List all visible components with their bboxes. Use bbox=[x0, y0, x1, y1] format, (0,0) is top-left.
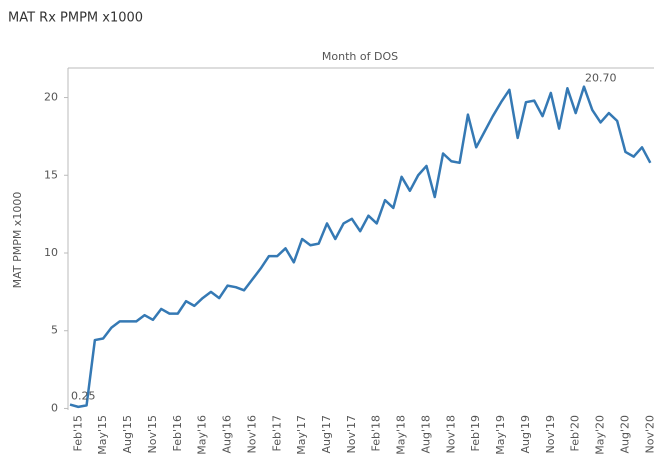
x-tick-label: Aug'15 bbox=[121, 415, 134, 454]
chart-title: MAT Rx PMPM x1000 bbox=[8, 11, 143, 26]
x-tick-label: Nov'18 bbox=[444, 415, 457, 454]
y-axis-title: MAT PMPM x1000 bbox=[11, 192, 24, 289]
x-tick-label: Nov'19 bbox=[544, 415, 557, 454]
x-tick-label: Feb'18 bbox=[370, 415, 383, 452]
x-tick-label: May'15 bbox=[96, 415, 109, 455]
x-tick-label: May'20 bbox=[594, 415, 607, 455]
x-axis-title: Month of DOS bbox=[322, 50, 398, 63]
x-tick-label: Feb'15 bbox=[71, 415, 84, 452]
x-tick-label: Feb'19 bbox=[469, 415, 482, 452]
x-tick-label: Feb'17 bbox=[270, 415, 283, 452]
y-tick-label: 15 bbox=[44, 168, 58, 181]
x-tick-label: May'17 bbox=[295, 415, 308, 455]
y-tick-label: 0 bbox=[51, 401, 58, 414]
x-tick-label: Feb'16 bbox=[171, 415, 184, 452]
x-tick-label: Nov'20 bbox=[643, 415, 654, 454]
x-tick-label: Aug'16 bbox=[221, 415, 234, 454]
data-line bbox=[69, 85, 652, 409]
x-tick-label: Feb'20 bbox=[569, 415, 582, 452]
x-tick-label: Aug'17 bbox=[320, 415, 333, 454]
x-tick-label: Nov'15 bbox=[146, 415, 159, 454]
y-tick-label: 5 bbox=[51, 324, 58, 337]
x-tick-label: Nov'16 bbox=[245, 415, 258, 454]
y-tick-label: 20 bbox=[44, 91, 58, 104]
x-tick-label: Nov'17 bbox=[345, 415, 358, 454]
x-tick-label: Aug'18 bbox=[419, 415, 432, 454]
x-tick-label: Aug'20 bbox=[618, 415, 631, 454]
x-tick-label: May'18 bbox=[395, 415, 408, 455]
data-label: 0.25 bbox=[71, 390, 96, 403]
data-label: 20.70 bbox=[585, 72, 617, 85]
y-tick-label: 10 bbox=[44, 246, 58, 259]
x-tick-label: May'19 bbox=[494, 415, 507, 455]
x-tick-label: May'16 bbox=[196, 415, 209, 455]
x-tick-label: Aug'19 bbox=[519, 415, 532, 454]
